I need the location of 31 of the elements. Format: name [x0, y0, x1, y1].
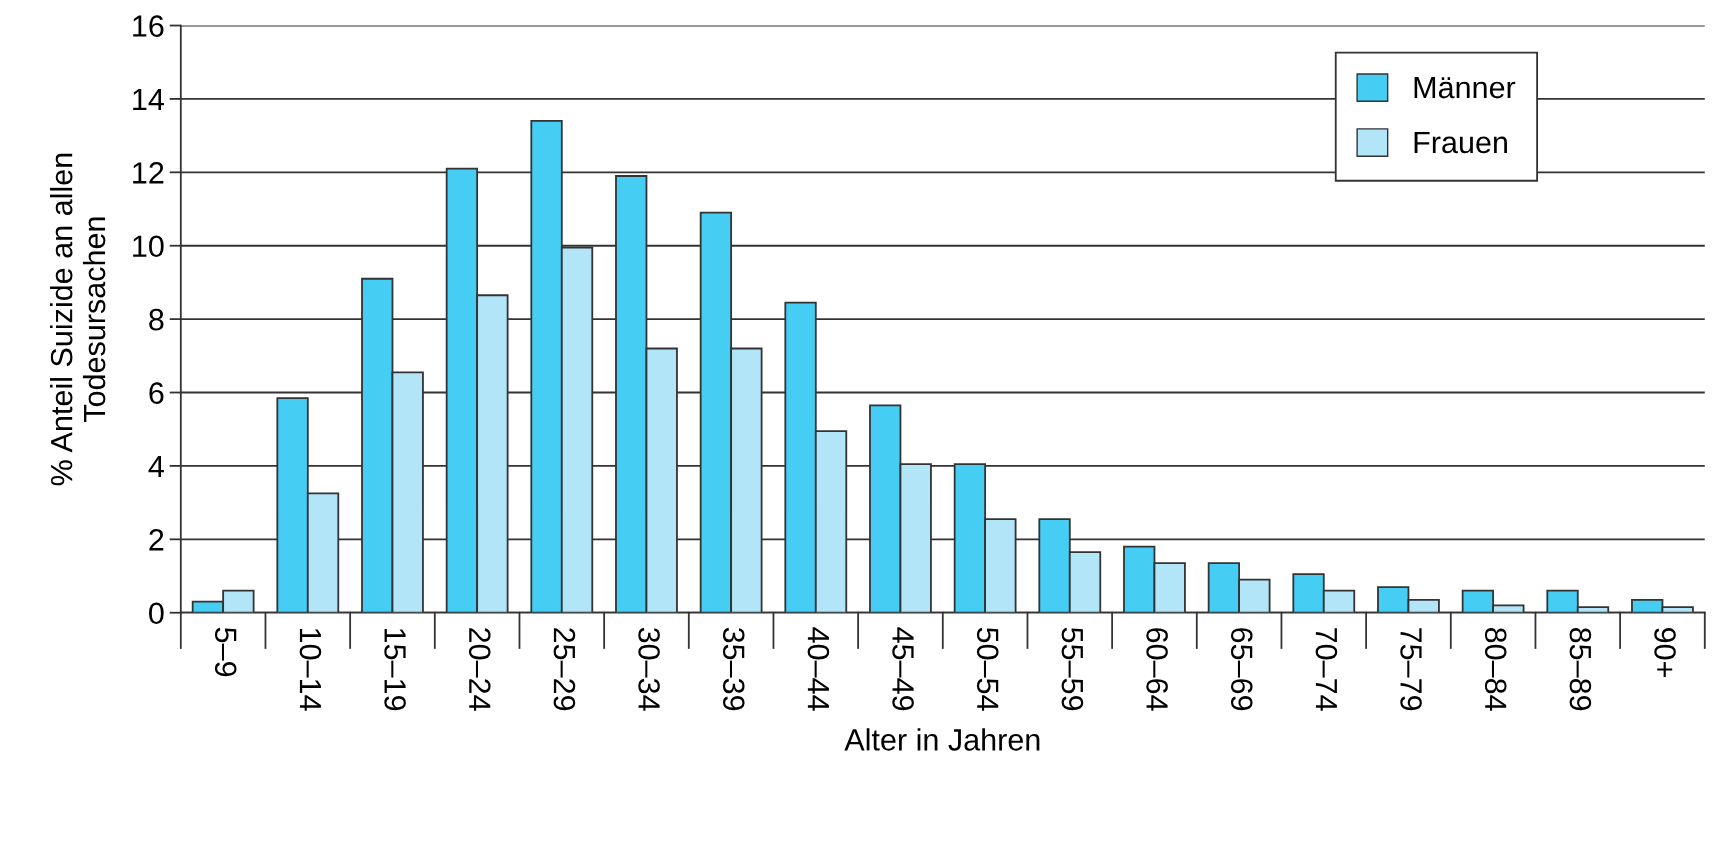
y-tick-label: 2	[149, 529, 164, 551]
x-tick-label: 30–34	[638, 627, 660, 711]
x-tick-label: 80–84	[1484, 627, 1507, 711]
x-tick-label: 75–79	[1400, 628, 1422, 711]
y-tick-label: 16	[133, 15, 164, 37]
y-tick-label: 4	[148, 455, 164, 477]
y-tick-label: 10	[133, 235, 164, 258]
x-tick-label: 90+	[1654, 628, 1676, 677]
y-axis-title: % Anteil Suizide an allen Todesursachen	[50, 153, 106, 486]
y-tick-label: 0	[149, 602, 164, 625]
y-tick-label: 8	[149, 308, 164, 331]
x-tick-label: 60–64	[1146, 628, 1168, 711]
x-tick-label: 40–44	[807, 627, 830, 711]
x-tick-label: 45–49	[892, 627, 914, 711]
legend-label: Männer	[1414, 77, 1516, 99]
x-tick-label: 25–29	[553, 628, 576, 711]
y-tick-label: 12	[133, 162, 164, 184]
x-tick-label: 55–59	[1061, 627, 1084, 711]
x-tick-label: 50–54	[976, 627, 999, 711]
x-tick-label: 35–39	[722, 627, 745, 711]
x-tick-label: 85–89	[1569, 627, 1592, 711]
x-axis-title: Alter in Jahren	[844, 728, 1040, 751]
x-tick-label: 65–69	[1230, 628, 1253, 711]
x-tick-label: 10–14	[299, 628, 322, 711]
legend-label: Frauen	[1414, 131, 1507, 154]
x-tick-label: 5–9	[214, 627, 237, 677]
y-tick-label: 14	[133, 88, 164, 110]
y-tick-label: 6	[149, 382, 164, 404]
x-tick-label: 15–19	[384, 628, 406, 711]
x-tick-label: 20–24	[468, 628, 491, 711]
x-tick-label: 70–74	[1315, 628, 1338, 711]
